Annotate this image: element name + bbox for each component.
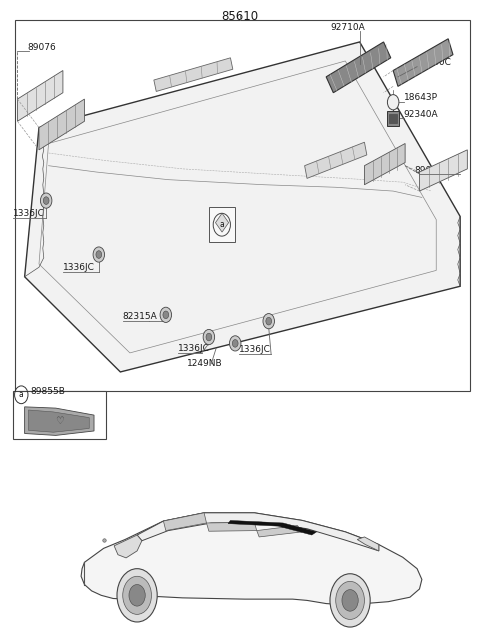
Bar [15, 20, 470, 391]
Text: 92340A: 92340A [404, 111, 438, 120]
Text: a: a [219, 220, 224, 229]
Polygon shape [114, 535, 142, 558]
Polygon shape [154, 58, 233, 92]
Text: 89855B: 89855B [31, 387, 66, 396]
Circle shape [117, 569, 157, 622]
Polygon shape [81, 513, 422, 605]
Polygon shape [39, 99, 84, 150]
Polygon shape [137, 513, 379, 551]
Circle shape [266, 317, 272, 325]
Polygon shape [257, 525, 302, 537]
Circle shape [336, 581, 364, 619]
Circle shape [263, 314, 275, 329]
Polygon shape [420, 150, 468, 191]
Polygon shape [206, 522, 257, 531]
Text: 18643P: 18643P [404, 93, 438, 102]
Polygon shape [357, 537, 379, 551]
Circle shape [163, 311, 168, 319]
Polygon shape [364, 144, 405, 184]
Text: 89075: 89075 [415, 165, 444, 175]
Circle shape [93, 247, 105, 262]
Circle shape [330, 574, 370, 627]
Polygon shape [24, 407, 94, 436]
Text: a: a [19, 391, 24, 399]
Text: 92710A: 92710A [330, 23, 365, 32]
Circle shape [229, 336, 241, 351]
Circle shape [40, 193, 52, 208]
Text: 92760C: 92760C [416, 58, 451, 67]
Text: ♡: ♡ [55, 416, 63, 426]
Polygon shape [326, 42, 391, 93]
Polygon shape [393, 39, 453, 86]
Circle shape [43, 197, 49, 204]
Circle shape [160, 307, 171, 322]
Polygon shape [17, 71, 63, 121]
Polygon shape [305, 142, 367, 178]
Bar [387, 111, 399, 127]
Text: 1336JC: 1336JC [239, 345, 271, 354]
Bar [12, 391, 106, 439]
Text: 82315A: 82315A [123, 312, 157, 321]
Bar [389, 114, 397, 123]
Text: 1336JC: 1336JC [12, 209, 45, 218]
Circle shape [342, 590, 358, 611]
Circle shape [206, 333, 212, 341]
Circle shape [232, 340, 238, 347]
Polygon shape [28, 410, 89, 432]
Text: 85610: 85610 [221, 10, 259, 23]
Polygon shape [228, 520, 317, 535]
Circle shape [96, 251, 102, 258]
Bar [209, 207, 235, 242]
Polygon shape [216, 213, 228, 232]
Text: 1336JC: 1336JC [178, 344, 210, 353]
Circle shape [123, 576, 152, 614]
Polygon shape [24, 42, 460, 372]
Circle shape [203, 329, 215, 345]
Text: 1336JC: 1336JC [63, 263, 95, 272]
Text: 1249NB: 1249NB [187, 359, 223, 368]
Text: 89076: 89076 [27, 43, 56, 52]
Circle shape [129, 584, 145, 606]
Circle shape [387, 95, 399, 110]
Polygon shape [163, 513, 206, 530]
